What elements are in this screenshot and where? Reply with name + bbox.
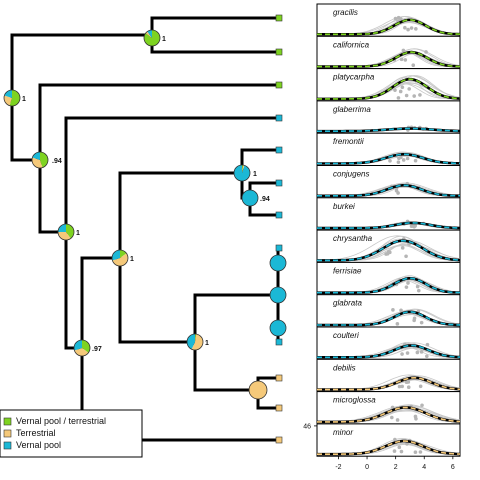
node-support-label: .94 xyxy=(260,196,270,203)
species-label: debilis xyxy=(333,363,356,372)
species-label: microglossa xyxy=(333,396,376,405)
node-pie-n8 xyxy=(241,189,259,207)
tip-markers xyxy=(275,14,283,444)
trait-panel: ferrisiae xyxy=(316,261,461,296)
species-label: chrysantha xyxy=(333,234,373,243)
species-label: minor xyxy=(333,428,353,437)
x-tick-label: 2 xyxy=(394,464,398,471)
y-tick-label: 46 xyxy=(303,423,311,430)
node-pie-n6 xyxy=(111,249,129,267)
tree-branches xyxy=(10,16,280,442)
tip-marker xyxy=(275,404,283,412)
trait-panel: minor xyxy=(316,423,461,457)
node-pie-n2 xyxy=(3,89,21,107)
tip-marker xyxy=(275,211,283,219)
legend-swatch xyxy=(3,441,12,450)
node-pie-n1 xyxy=(143,29,161,47)
species-label: coulteri xyxy=(333,331,359,340)
node-support-label: 1 xyxy=(205,340,209,347)
node-pie-n4 xyxy=(57,223,75,241)
trait-panel: gracilis xyxy=(316,3,461,37)
trait-panel: chrysantha xyxy=(316,229,461,263)
trait-panel: glabrata xyxy=(316,294,461,328)
species-label: fremontii xyxy=(333,137,364,146)
node-support-label: 1 xyxy=(76,230,80,237)
trait-panel: debilis xyxy=(316,358,461,393)
node-support-label: .94 xyxy=(52,158,62,165)
tip-marker xyxy=(275,338,283,346)
species-label: platycarpha xyxy=(332,73,375,82)
trait-panel: californica xyxy=(316,35,461,70)
node-pie-vernal xyxy=(269,319,287,337)
trait-x-axis: -2 0 2 4 646 xyxy=(303,423,455,471)
node-pie-vernal xyxy=(269,254,287,272)
ancestral-state-nodes: 1 1 .94 1 .97 1 1 .94 1 xyxy=(3,29,287,400)
tip-marker xyxy=(275,436,283,444)
legend: Vernal pool / terrestrial Terrestrial Vern… xyxy=(0,409,143,458)
legend-label: Vernal pool xyxy=(16,440,61,450)
node-support-label: 1 xyxy=(130,256,134,263)
node-support-label: 1 xyxy=(253,171,257,178)
tip-marker xyxy=(275,146,283,154)
node-pie-n7 xyxy=(233,164,251,182)
x-tick-label: -2 xyxy=(335,464,341,471)
trait-panel: fremontii xyxy=(316,132,461,166)
legend-swatch xyxy=(3,429,12,438)
species-label: burkei xyxy=(333,202,355,211)
species-label: conjugens xyxy=(333,170,369,179)
tip-marker xyxy=(275,374,283,382)
node-pie-n3 xyxy=(31,151,49,169)
trait-panel: platycarpha xyxy=(316,68,461,102)
trait-panel: glaberrima xyxy=(316,100,461,134)
species-label: glaberrima xyxy=(333,105,371,114)
legend-label: Vernal pool / terrestrial xyxy=(16,416,106,426)
node-support-label: 1 xyxy=(162,36,166,43)
tip-marker xyxy=(275,14,283,22)
legend-label: Terrestrial xyxy=(16,428,56,438)
trait-panel: microglossa xyxy=(316,391,461,425)
node-pie-n10 xyxy=(248,380,268,400)
node-support-label: .97 xyxy=(92,346,102,353)
legend-swatch xyxy=(3,417,12,426)
legend-box xyxy=(0,409,143,458)
node-support-label: 1 xyxy=(22,96,26,103)
x-tick-label: 4 xyxy=(422,464,426,471)
trait-panel: conjugens xyxy=(316,165,461,199)
species-label: gracilis xyxy=(333,8,358,17)
trait-panels: gracilis californica platycarpha glaberrima… xyxy=(316,3,461,457)
species-label: californica xyxy=(333,40,370,49)
x-tick-label: 0 xyxy=(365,464,369,471)
tip-marker xyxy=(275,48,283,56)
trait-panel: coulteri xyxy=(316,326,461,360)
tip-marker xyxy=(275,81,283,89)
node-pie-vernal xyxy=(269,286,287,304)
tip-marker xyxy=(275,114,283,122)
species-label: ferrisiae xyxy=(333,266,362,275)
node-pie-n9 xyxy=(186,333,204,351)
trait-panel: burkei xyxy=(316,197,461,231)
species-label: glabrata xyxy=(333,299,362,308)
tip-marker xyxy=(275,179,283,187)
x-tick-label: 6 xyxy=(451,464,455,471)
node-pie-n5 xyxy=(73,339,91,357)
tip-marker xyxy=(275,244,283,252)
